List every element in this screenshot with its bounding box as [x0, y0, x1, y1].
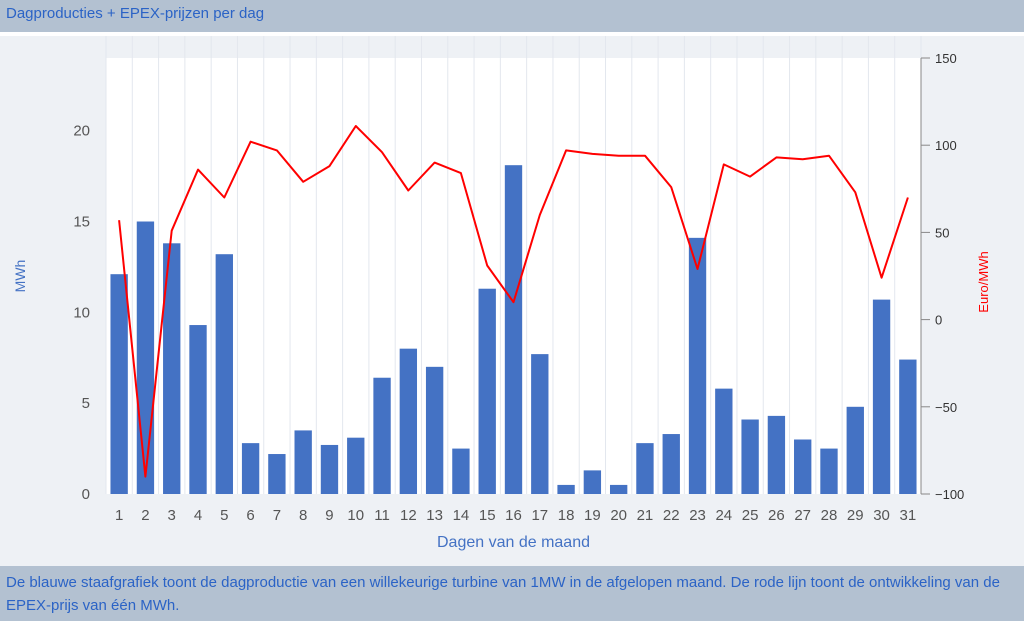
x-tick-label: 12 — [400, 507, 417, 524]
chart-area: 0 5 10 15 20 −100 −50 0 50 100 150 1 2 3 4 5 6 7 8 9 10 11 12 1… — [0, 36, 1024, 566]
x-tick-label: 17 — [531, 507, 548, 524]
bar — [583, 470, 602, 494]
left-axis-title: MWh — [12, 260, 28, 293]
left-tick-label: 0 — [82, 486, 90, 503]
bar — [294, 430, 312, 494]
bar — [215, 254, 233, 494]
right-tick-label: 150 — [935, 51, 957, 66]
right-tick-label: 0 — [935, 313, 942, 328]
right-tick-label: 50 — [935, 225, 949, 240]
left-tick-label: 20 — [73, 123, 90, 140]
bar — [609, 484, 628, 494]
x-tick-label: 28 — [821, 507, 838, 524]
chart-title: Dagproducties + EPEX-prijzen per dag — [6, 5, 265, 22]
x-tick-label: 19 — [584, 507, 601, 524]
x-tick-label: 30 — [873, 507, 890, 524]
bar — [846, 406, 864, 494]
x-tick-label: 13 — [426, 507, 443, 524]
header-divider — [0, 32, 1024, 36]
chart-description: De blauwe staafgrafiek toont de dagprodu… — [0, 566, 1024, 621]
x-tick-label: 18 — [558, 507, 575, 524]
x-tick-label: 31 — [900, 507, 917, 524]
x-tick-label: 9 — [325, 507, 333, 524]
bar — [794, 439, 812, 494]
bar — [268, 454, 286, 494]
bar — [399, 348, 418, 494]
x-tick-label: 21 — [637, 507, 654, 524]
x-tick-label: 22 — [663, 507, 680, 524]
left-tick-label: 5 — [82, 395, 90, 412]
bar — [741, 419, 759, 494]
bar — [872, 299, 891, 494]
bar — [531, 354, 549, 494]
bar — [557, 484, 575, 494]
x-tick-label: 26 — [768, 507, 785, 524]
bar — [347, 437, 365, 494]
bar — [899, 359, 917, 494]
x-tick-label: 27 — [794, 507, 811, 524]
bar — [715, 388, 733, 494]
bar — [452, 448, 470, 494]
bar — [136, 221, 155, 494]
bar — [163, 243, 181, 494]
x-tick-label: 25 — [742, 507, 759, 524]
x-tick-label: 16 — [505, 507, 522, 524]
bar — [478, 288, 496, 494]
bar — [504, 165, 523, 494]
x-tick-label: 4 — [194, 507, 202, 524]
x-tick-label: 8 — [299, 507, 307, 524]
x-axis-title: Dagen van de maand — [437, 534, 590, 551]
x-tick-label: 5 — [220, 507, 228, 524]
x-tick-label: 14 — [453, 507, 470, 524]
bar — [320, 444, 339, 494]
x-tick-label: 20 — [610, 507, 627, 524]
chart-header: Dagproducties + EPEX-prijzen per dag — [0, 0, 1024, 32]
x-tick-label: 6 — [246, 507, 254, 524]
bar — [662, 434, 680, 494]
bar — [636, 443, 654, 494]
x-tick-label: 1 — [115, 507, 123, 524]
right-tick-label: −50 — [935, 400, 957, 415]
x-tick-label: 15 — [479, 507, 496, 524]
x-tick-label: 7 — [273, 507, 281, 524]
left-tick-label: 10 — [73, 304, 90, 321]
bar — [110, 274, 128, 494]
description-text: De blauwe staafgrafiek toont de dagprodu… — [6, 574, 1000, 614]
x-tick-label: 11 — [374, 507, 390, 524]
bar — [425, 366, 444, 494]
right-axis-title: Euro/MWh — [976, 251, 991, 312]
price-line — [118, 125, 909, 478]
x-tick-label: 29 — [847, 507, 864, 524]
bar — [820, 448, 838, 494]
bar — [767, 415, 786, 494]
bar — [688, 237, 707, 494]
x-tick-label: 23 — [689, 507, 706, 524]
right-tick-label: −100 — [935, 487, 964, 502]
x-tick-label: 10 — [347, 507, 364, 524]
right-tick-label: 100 — [935, 138, 957, 153]
x-tick-label: 3 — [168, 507, 176, 524]
x-tick-label: 24 — [715, 507, 732, 524]
bar — [373, 377, 391, 494]
bar — [189, 325, 207, 494]
bar — [241, 443, 260, 494]
x-tick-label: 2 — [141, 507, 149, 524]
left-tick-label: 15 — [73, 214, 90, 231]
